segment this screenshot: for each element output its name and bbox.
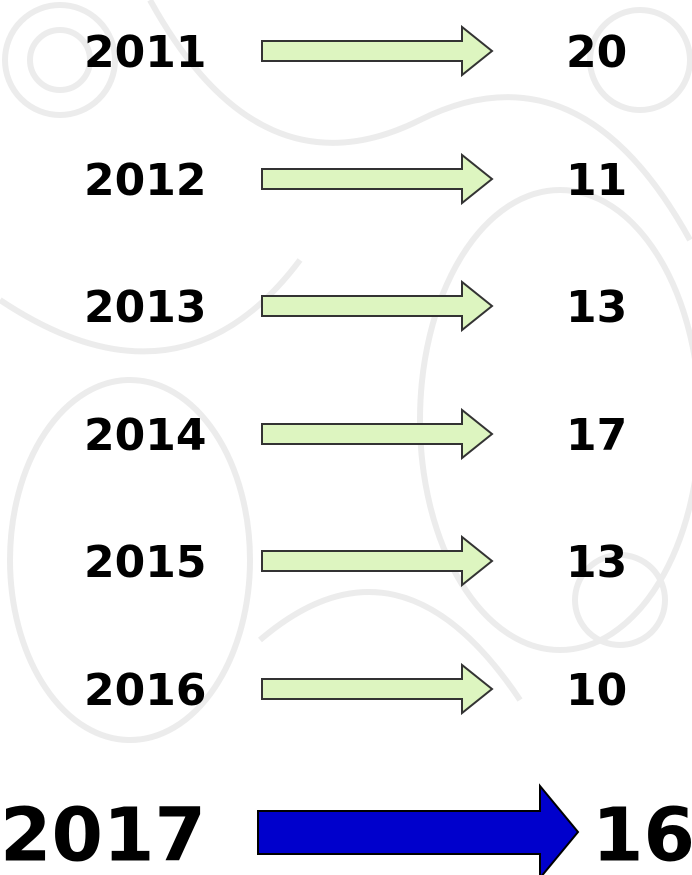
arrow: [261, 662, 494, 716]
value: 10: [566, 665, 627, 716]
highlight-year: 2017: [0, 793, 206, 875]
value: 11: [566, 155, 627, 206]
watermark: [0, 0, 692, 743]
year: 2011: [84, 27, 206, 78]
arrow: [261, 24, 494, 78]
arrow: [261, 534, 494, 588]
highlight-row: 2017 16: [0, 783, 692, 875]
year: 2012: [84, 155, 206, 206]
value: 17: [566, 410, 627, 461]
value: 20: [566, 27, 627, 78]
year: 2016: [84, 665, 206, 716]
highlight-value: 16: [592, 793, 692, 875]
year: 2013: [84, 282, 206, 333]
arrow: [261, 152, 494, 206]
arrow: [261, 279, 494, 333]
value: 13: [566, 282, 627, 333]
arrow: [261, 407, 494, 461]
rows: 2011 20 2012 11 2013 13 2014 17 2015 13 2016 10: [84, 24, 627, 716]
highlight-arrow: [257, 783, 580, 875]
value: 13: [566, 537, 627, 588]
year: 2015: [84, 537, 206, 588]
year: 2014: [84, 410, 206, 461]
